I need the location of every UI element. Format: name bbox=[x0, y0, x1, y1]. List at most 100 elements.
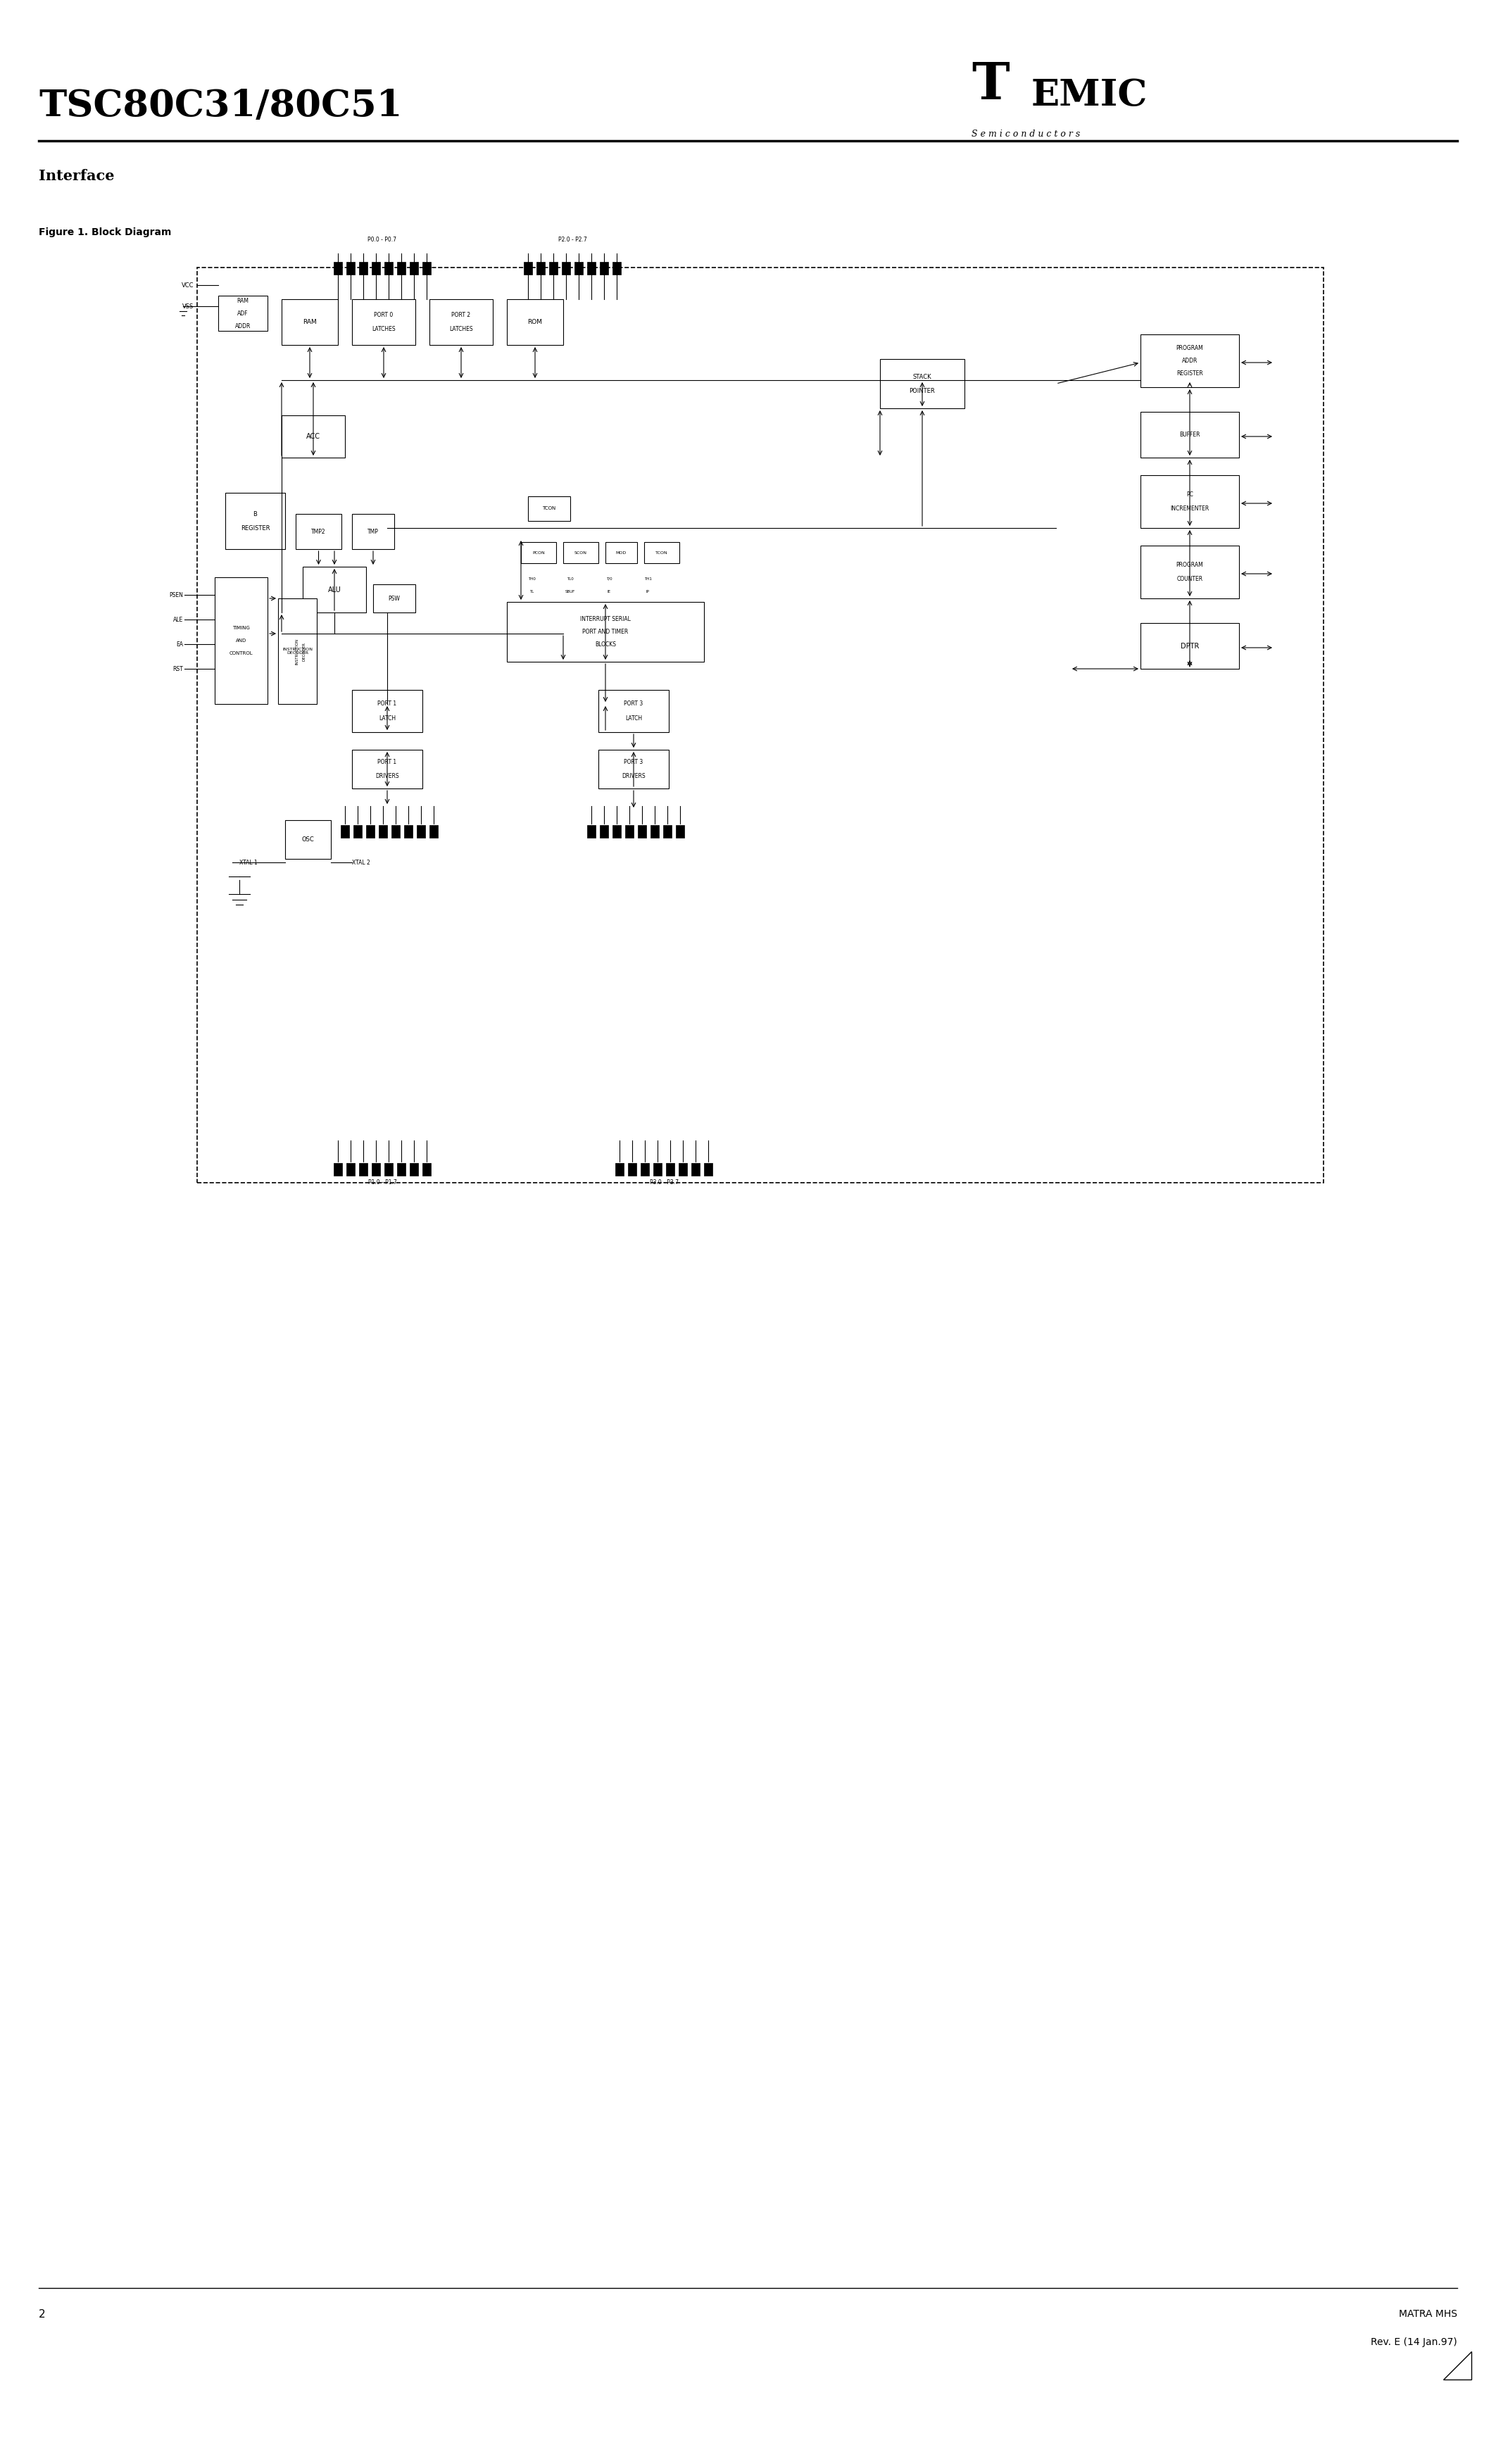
Text: PORT 3: PORT 3 bbox=[624, 700, 643, 707]
Text: SBUF: SBUF bbox=[565, 589, 576, 594]
Bar bbox=[373, 584, 416, 614]
Text: OSC: OSC bbox=[302, 835, 314, 843]
Bar bbox=[410, 261, 419, 274]
Text: INSTRUCTION: INSTRUCTION bbox=[296, 638, 299, 665]
Text: DPTR: DPTR bbox=[1180, 643, 1198, 650]
Text: ADDR: ADDR bbox=[235, 323, 251, 330]
Text: RAM: RAM bbox=[236, 298, 248, 303]
Text: IP: IP bbox=[646, 589, 649, 594]
Bar bbox=[226, 493, 286, 549]
Text: PSW: PSW bbox=[389, 596, 401, 601]
Text: TH1: TH1 bbox=[643, 577, 651, 582]
Bar bbox=[215, 577, 268, 705]
Text: XTAL 1: XTAL 1 bbox=[239, 860, 257, 865]
Text: PC: PC bbox=[1186, 490, 1194, 498]
Text: INTERRUPT SERIAL: INTERRUPT SERIAL bbox=[580, 616, 631, 623]
Bar bbox=[422, 1163, 431, 1175]
Bar bbox=[429, 825, 438, 838]
Text: ADF: ADF bbox=[238, 310, 248, 315]
Text: TMP2: TMP2 bbox=[311, 527, 326, 535]
Text: AND: AND bbox=[236, 638, 247, 643]
Bar bbox=[507, 601, 705, 663]
Bar bbox=[615, 1163, 624, 1175]
Bar bbox=[352, 690, 422, 732]
Text: MATRA MHS: MATRA MHS bbox=[1399, 2309, 1457, 2319]
Bar bbox=[422, 261, 431, 274]
Bar bbox=[705, 1163, 712, 1175]
Text: PORT 1: PORT 1 bbox=[377, 700, 396, 707]
Bar bbox=[353, 825, 362, 838]
Bar bbox=[625, 825, 634, 838]
Text: DRIVERS: DRIVERS bbox=[622, 774, 645, 779]
Text: STACK: STACK bbox=[913, 375, 932, 379]
Text: B: B bbox=[253, 510, 257, 517]
Bar bbox=[600, 825, 609, 838]
Bar bbox=[574, 261, 583, 274]
Bar bbox=[429, 298, 492, 345]
Text: T: T bbox=[971, 59, 1010, 108]
Bar bbox=[410, 1163, 419, 1175]
Bar bbox=[278, 599, 317, 705]
Polygon shape bbox=[1444, 2351, 1472, 2380]
Bar bbox=[562, 261, 570, 274]
Bar bbox=[334, 1163, 343, 1175]
Bar bbox=[281, 298, 338, 345]
Bar bbox=[347, 1163, 355, 1175]
Text: ACC: ACC bbox=[307, 434, 320, 441]
Text: VSS: VSS bbox=[183, 303, 193, 310]
Bar bbox=[666, 1163, 675, 1175]
Bar bbox=[218, 296, 268, 330]
Text: TCON: TCON bbox=[655, 552, 667, 554]
Text: PORT 1: PORT 1 bbox=[377, 759, 396, 766]
Text: ALU: ALU bbox=[328, 586, 341, 594]
Bar bbox=[371, 261, 380, 274]
Bar bbox=[637, 825, 646, 838]
Bar bbox=[396, 261, 405, 274]
Text: P1.0 - P1.7: P1.0 - P1.7 bbox=[368, 1180, 396, 1185]
Text: P0.0 - P0.7: P0.0 - P0.7 bbox=[368, 237, 396, 244]
Text: ALE: ALE bbox=[174, 616, 183, 623]
Bar bbox=[281, 416, 346, 458]
Text: INSTRUCTION
DECODER: INSTRUCTION DECODER bbox=[283, 648, 313, 655]
Text: P3.0 - P3.7: P3.0 - P3.7 bbox=[649, 1180, 678, 1185]
Bar bbox=[640, 1163, 649, 1175]
Bar bbox=[367, 825, 374, 838]
Bar bbox=[384, 261, 393, 274]
Bar bbox=[612, 261, 621, 274]
Text: LATCHES: LATCHES bbox=[373, 325, 395, 333]
Bar bbox=[600, 261, 609, 274]
Bar bbox=[352, 515, 395, 549]
Text: INCREMENTER: INCREMENTER bbox=[1170, 505, 1209, 513]
Text: S e m i c o n d u c t o r s: S e m i c o n d u c t o r s bbox=[971, 128, 1080, 138]
Text: PORT AND TIMER: PORT AND TIMER bbox=[582, 628, 628, 636]
Text: CONTROL: CONTROL bbox=[229, 650, 253, 655]
Bar bbox=[359, 1163, 368, 1175]
Bar bbox=[302, 567, 367, 614]
Bar bbox=[521, 542, 557, 564]
Bar bbox=[880, 360, 965, 409]
Bar bbox=[1140, 623, 1239, 668]
Text: TSC80C31/80C51: TSC80C31/80C51 bbox=[39, 89, 402, 123]
Text: PROGRAM: PROGRAM bbox=[1176, 345, 1203, 352]
Bar bbox=[1140, 335, 1239, 387]
Text: Figure 1. Block Diagram: Figure 1. Block Diagram bbox=[39, 227, 172, 237]
Text: 2: 2 bbox=[39, 2309, 45, 2319]
Text: REGISTER: REGISTER bbox=[1176, 370, 1203, 377]
Bar bbox=[537, 261, 545, 274]
Text: EA: EA bbox=[177, 641, 183, 648]
Bar bbox=[586, 261, 595, 274]
Text: ADDR: ADDR bbox=[1182, 357, 1198, 365]
Text: LATCH: LATCH bbox=[625, 715, 642, 722]
Text: TH0: TH0 bbox=[528, 577, 536, 582]
Text: BUFFER: BUFFER bbox=[1179, 431, 1200, 439]
Text: VCC: VCC bbox=[181, 281, 193, 288]
Text: COUNTER: COUNTER bbox=[1177, 577, 1203, 582]
Bar bbox=[676, 825, 684, 838]
Bar bbox=[404, 825, 413, 838]
Bar bbox=[352, 749, 422, 788]
Text: Rev. E (14 Jan.97): Rev. E (14 Jan.97) bbox=[1370, 2338, 1457, 2348]
Bar bbox=[417, 825, 425, 838]
Bar bbox=[286, 821, 331, 860]
Bar bbox=[296, 515, 341, 549]
Bar bbox=[586, 825, 595, 838]
